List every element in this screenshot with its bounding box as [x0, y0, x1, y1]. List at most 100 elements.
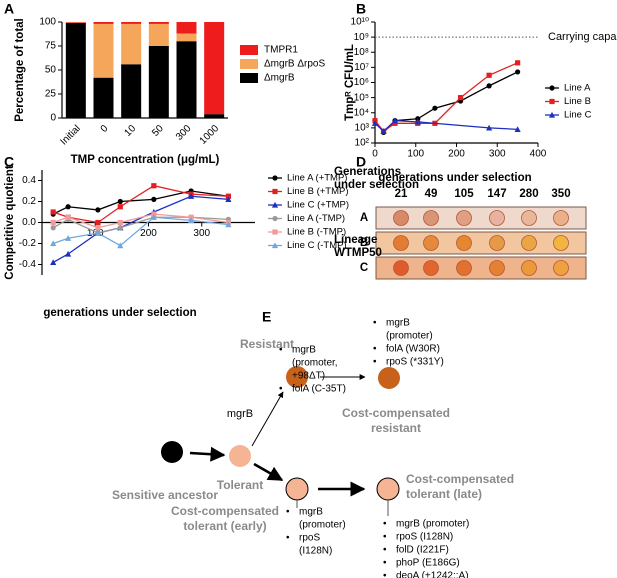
- state-node: [229, 445, 251, 467]
- mutation: (promoter): [299, 520, 346, 531]
- point: [188, 214, 194, 220]
- mutation: mgrB (promoter): [396, 519, 469, 530]
- panel-label: B: [356, 1, 366, 17]
- y-tick-label: 0.2: [22, 196, 36, 207]
- colony-spot: [393, 260, 409, 276]
- row-label: B: [360, 237, 368, 249]
- point: [225, 196, 232, 202]
- lineage-label: WTMP50: [334, 247, 382, 259]
- bar-segment: [176, 33, 197, 42]
- point: [392, 120, 398, 126]
- colony-spot: [456, 260, 472, 276]
- state-node: [376, 477, 400, 501]
- legend-marker: [548, 111, 556, 118]
- generation-label: 280: [519, 188, 538, 200]
- mutation: (I128N): [299, 546, 332, 557]
- x-tick-label: 300: [193, 228, 210, 239]
- y-tick-label: -0.2: [19, 238, 37, 249]
- point: [515, 69, 521, 75]
- colony-spot: [489, 260, 505, 276]
- y-tick-label: 0.4: [22, 175, 36, 186]
- legend-swatch: [240, 59, 258, 69]
- mutation: (promoter,: [292, 358, 338, 369]
- colony-spot: [553, 235, 569, 251]
- y-tick-label: 10⁹: [354, 32, 369, 43]
- point: [117, 219, 123, 226]
- bullet: •: [373, 344, 377, 355]
- bar-segment: [65, 22, 86, 118]
- legend-label: Line C (-TMP): [287, 240, 347, 251]
- legend-marker: [272, 188, 278, 195]
- point: [151, 183, 157, 189]
- legend-label: Line B: [564, 96, 591, 107]
- bullet: •: [279, 384, 283, 395]
- bar-segment: [121, 23, 142, 65]
- lineage-label: Lineage: [334, 234, 377, 246]
- x-tick-label: 0: [99, 123, 111, 135]
- point: [65, 214, 71, 220]
- colony-spot: [489, 235, 505, 251]
- point: [65, 204, 71, 210]
- x-axis-label: generations under selection: [378, 172, 531, 184]
- x-axis-label: TMP concentration (μg/mL): [71, 154, 220, 166]
- legend-label: TMPR1: [264, 45, 298, 56]
- point: [432, 105, 438, 111]
- node-label: tolerant (early): [183, 519, 266, 533]
- state-node: [161, 441, 183, 463]
- mutation: mgrB: [227, 408, 253, 420]
- state-node: [285, 477, 309, 501]
- legend-label: Line A (+TMP): [287, 173, 347, 184]
- point: [414, 118, 421, 125]
- point: [371, 120, 379, 126]
- point: [95, 207, 101, 213]
- point: [486, 124, 493, 131]
- colony-spot: [489, 210, 505, 226]
- point: [95, 219, 101, 226]
- legend-marker: [549, 98, 555, 105]
- bar-segment: [93, 22, 114, 24]
- colony-spot: [553, 210, 569, 226]
- bar-segment: [93, 77, 114, 118]
- mutation: mgrB: [299, 507, 323, 518]
- point: [486, 83, 492, 89]
- point: [380, 128, 387, 134]
- colony-spot: [423, 260, 439, 276]
- point: [151, 211, 157, 217]
- bar-segment: [176, 41, 197, 119]
- point: [225, 221, 232, 228]
- x-tick-label: 300: [174, 123, 194, 143]
- arrow: [189, 446, 226, 462]
- point: [117, 225, 123, 231]
- plate-heading: under selection: [334, 179, 419, 191]
- legend-marker: [272, 229, 278, 235]
- point: [50, 219, 56, 226]
- row-label: A: [360, 212, 368, 224]
- legend-label: Line A: [564, 83, 591, 94]
- panel-label: E: [262, 309, 271, 325]
- colony-spot: [423, 235, 439, 251]
- bar-segment: [204, 22, 225, 115]
- y-tick-label: 50: [45, 65, 57, 76]
- point: [64, 235, 72, 241]
- node-label: tolerant (late): [406, 487, 482, 501]
- node-label: Cost-compensated: [171, 504, 279, 518]
- mutation: phoP (E186G): [396, 558, 460, 569]
- y-tick-label: 10⁶: [354, 77, 369, 88]
- y-axis-label: Percentage of total: [14, 18, 26, 122]
- legend-label: ΔmgrB: [264, 73, 295, 84]
- bar-segment: [121, 64, 142, 118]
- bar-segment: [121, 22, 142, 24]
- point: [515, 60, 521, 66]
- generation-label: 105: [454, 188, 474, 200]
- point: [391, 117, 399, 124]
- series-line: [374, 119, 518, 133]
- mutation: +98ΔT): [292, 371, 325, 382]
- colony-spot: [521, 260, 537, 276]
- mutation: rpoS: [299, 533, 320, 544]
- colony-spot: [393, 235, 409, 251]
- mutation: rpoS (*331Y): [386, 357, 444, 368]
- bar-segment: [148, 22, 169, 24]
- legend-marker: [549, 85, 555, 91]
- plate-heading: Generations: [334, 166, 401, 178]
